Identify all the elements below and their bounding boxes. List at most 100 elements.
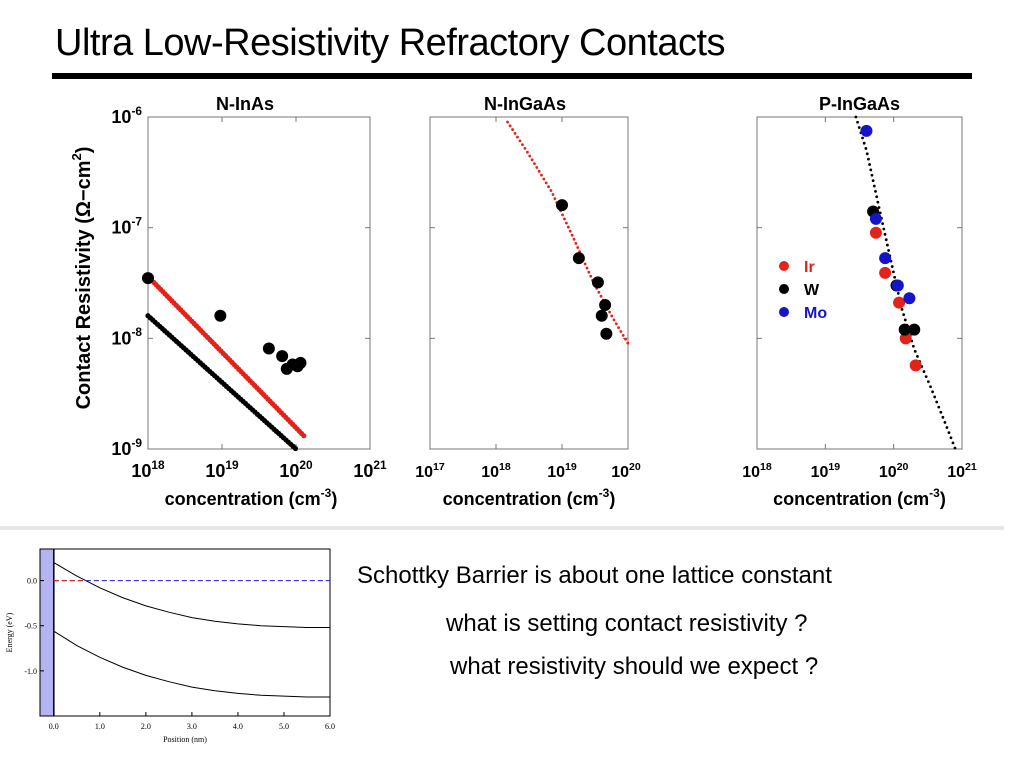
inset-y-axis-label: Energy (eV) xyxy=(5,612,14,652)
inset-frame xyxy=(39,548,331,717)
series-black-dot xyxy=(931,390,935,394)
series-red-dot xyxy=(572,237,576,241)
series-red-dot xyxy=(564,221,568,225)
series-red-dot xyxy=(542,177,546,181)
series-red-dot xyxy=(513,131,517,135)
series-black-dot xyxy=(892,270,895,274)
data-point-red xyxy=(893,296,906,309)
series-black-dot xyxy=(861,136,864,140)
inset-y-tick-label: 0.0 xyxy=(27,577,37,586)
series-black-dot xyxy=(870,173,874,177)
inset-x-tick-label: 4.0 xyxy=(233,722,243,731)
series-red-dot xyxy=(583,262,587,266)
series-red-dot xyxy=(553,197,557,200)
series-black-dot xyxy=(883,232,887,236)
metal-region xyxy=(40,549,54,716)
series-red-dot xyxy=(612,318,616,322)
y-tick-label: 10-7 xyxy=(111,215,142,238)
series-red-dot xyxy=(528,154,532,158)
x-tick-label: 1020 xyxy=(279,458,313,481)
series-black-dot xyxy=(896,291,900,295)
series-black-dot xyxy=(916,355,919,358)
x-tick-label: 1020 xyxy=(879,461,909,481)
panel-frame-1 xyxy=(147,116,371,450)
series-black-dot xyxy=(292,445,299,452)
data-point-blue xyxy=(869,212,882,225)
question-3: what resistivity should we expect ? xyxy=(450,653,819,680)
series-red-dot xyxy=(535,166,539,169)
series-black-dot xyxy=(947,431,951,435)
series-red-dot xyxy=(599,294,603,298)
series-black-dot xyxy=(890,265,894,268)
series-red-dot xyxy=(508,124,512,128)
panel-title: P-InGaAs xyxy=(819,94,900,114)
series-black-dot xyxy=(929,385,932,389)
series-red-dot xyxy=(540,173,543,177)
y-tick-label: 10-8 xyxy=(111,325,142,348)
inset-x-axis-label: Position (nm) xyxy=(163,735,207,744)
x-tick-label: 1021 xyxy=(947,461,977,481)
x-tick-label: 1017 xyxy=(415,461,445,481)
x-tick-label: 1019 xyxy=(811,461,841,481)
data-point-red xyxy=(899,332,912,345)
data-point-black xyxy=(214,309,227,322)
legend-marker-ir xyxy=(779,261,789,271)
data-point-blue xyxy=(891,279,904,292)
series-black-dot xyxy=(872,184,876,188)
inset-y-tick-label: -1.0 xyxy=(24,667,37,676)
band-edge-line xyxy=(53,630,330,698)
series-black-dot xyxy=(922,370,926,373)
series-red-dot xyxy=(506,120,510,124)
series-black-dot xyxy=(924,375,928,379)
legend-marker-mo xyxy=(779,307,789,317)
series-red-dot xyxy=(551,193,555,196)
data-point-red xyxy=(879,266,892,279)
series-red-dot xyxy=(523,146,527,150)
legend-label-ir: Ir xyxy=(804,259,815,276)
panel-title: N-InGaAs xyxy=(484,94,566,114)
series-black-dot xyxy=(903,318,907,322)
x-tick-label: 1018 xyxy=(481,461,511,481)
data-point-blue xyxy=(879,252,892,265)
data-point-black xyxy=(600,327,613,340)
series-black-dot xyxy=(865,152,869,156)
series-black-dot xyxy=(951,441,955,445)
inset-x-tick-label: 0.0 xyxy=(49,722,59,731)
series-black-dot xyxy=(933,395,937,399)
legend-marker-w xyxy=(779,284,789,294)
series-black-dot xyxy=(869,168,873,172)
series-black-dot xyxy=(902,313,906,317)
x-tick-label: 1018 xyxy=(131,458,165,481)
data-point-black xyxy=(572,252,585,265)
section-divider xyxy=(0,526,1004,530)
series-black-dot xyxy=(864,147,868,150)
data-point-black xyxy=(142,272,154,285)
data-point-black xyxy=(599,299,612,312)
series-red-dot xyxy=(530,158,534,162)
x-tick-label: 1019 xyxy=(547,461,577,481)
series-red-dot xyxy=(587,270,591,274)
series-black-dot xyxy=(941,415,945,419)
series-red-dot xyxy=(563,217,566,221)
band-edge-line xyxy=(53,562,330,629)
series-black-dot xyxy=(887,249,891,252)
series-black-dot xyxy=(874,189,877,193)
x-tick-label: 1021 xyxy=(353,458,387,481)
series-red-dot xyxy=(619,330,623,333)
series-red-dot xyxy=(568,229,572,233)
series-black-dot xyxy=(884,238,888,242)
series-red-dot xyxy=(511,128,514,131)
x-tick-label: 1020 xyxy=(611,461,641,481)
x-axis-label: concentration (cm-3) xyxy=(773,486,946,509)
series-red-dot xyxy=(518,139,522,143)
series-black-dot xyxy=(857,126,861,129)
series-black-dot xyxy=(937,405,941,409)
legend-label-mo: Mo xyxy=(804,305,827,322)
series-black-dot xyxy=(926,380,930,384)
series-black-dot xyxy=(935,400,939,404)
series-red-dot xyxy=(608,310,612,314)
series-black-dot xyxy=(886,243,889,247)
inset-x-tick-label: 1.0 xyxy=(95,722,105,731)
series-black-dot xyxy=(943,421,947,424)
